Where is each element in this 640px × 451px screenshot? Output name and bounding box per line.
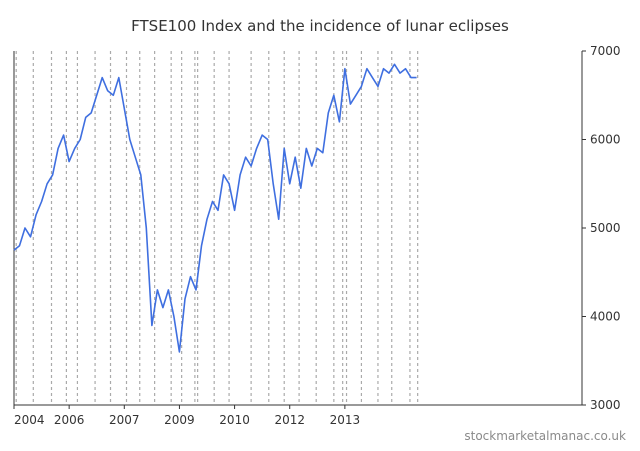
x-ticks: 2004 2006 2007 2009 2010 2012 2013 bbox=[13, 405, 361, 427]
x-tick-label-2004: 2004 bbox=[14, 413, 45, 427]
y-tick-label-7000: 7000 bbox=[590, 44, 621, 58]
x-tick-label-2013: 2013 bbox=[330, 413, 361, 427]
ftse100-series-line bbox=[13, 63, 417, 353]
eclipse-markers bbox=[15, 51, 419, 405]
x-tick-label-2009: 2009 bbox=[164, 413, 195, 427]
y-tick-label-6000: 6000 bbox=[590, 133, 621, 147]
x-tick-label-2010: 2010 bbox=[219, 413, 250, 427]
y-tick-label-5000: 5000 bbox=[590, 221, 621, 235]
chart-title: FTSE100 Index and the incidence of lunar… bbox=[131, 17, 509, 35]
x-tick-label-2012: 2012 bbox=[274, 413, 305, 427]
x-tick-label-2006: 2006 bbox=[54, 413, 85, 427]
y-ticks: 3000 4000 5000 6000 7000 bbox=[582, 44, 621, 412]
x-tick-label-2007: 2007 bbox=[109, 413, 140, 427]
watermark-text: stockmarketalmanac.co.uk bbox=[464, 429, 626, 443]
y-tick-label-4000: 4000 bbox=[590, 310, 621, 324]
y-tick-label-3000: 3000 bbox=[590, 398, 621, 412]
